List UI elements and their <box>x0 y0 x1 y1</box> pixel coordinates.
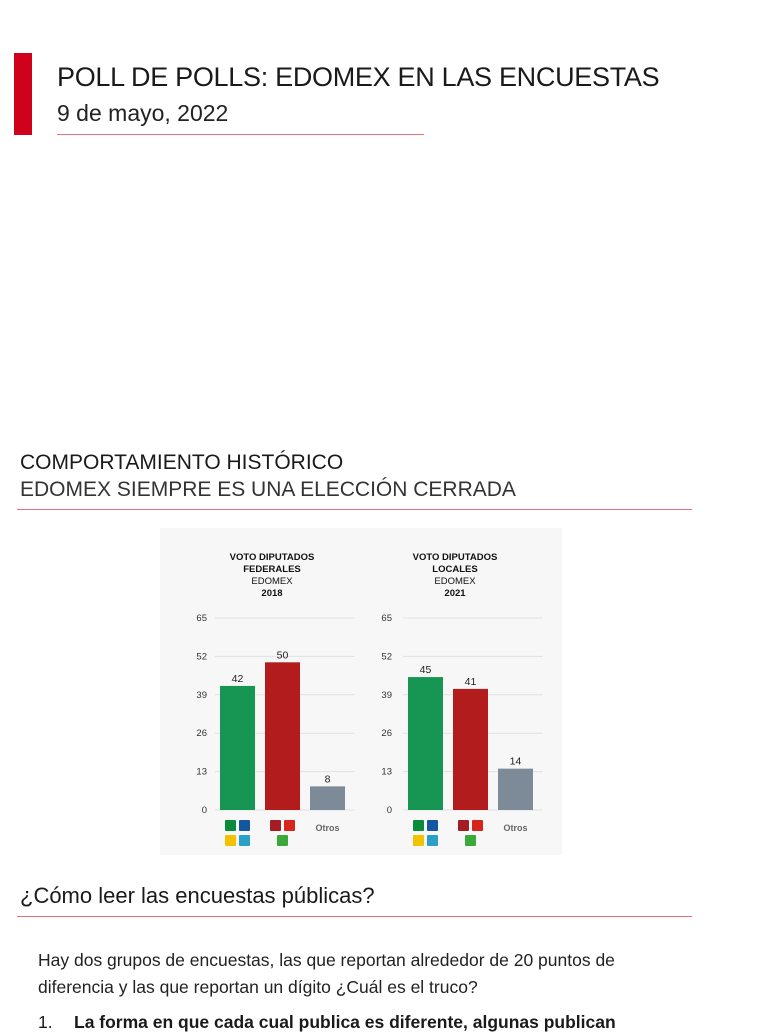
pt-logo-icon <box>284 820 295 831</box>
chart-2-y-tick: 52 <box>381 651 392 662</box>
pvem-logo-icon <box>465 835 476 846</box>
chart-2-bar-2 <box>453 688 488 810</box>
chart-2-category-label: Otros <box>503 823 527 833</box>
title-divider <box>57 134 424 135</box>
reading-heading: ¿Cómo leer las encuestas públicas? <box>20 883 375 908</box>
reading-intro: Hay dos grupos de encuestas, las que rep… <box>38 950 615 997</box>
chart-1-data-label: 42 <box>232 673 244 685</box>
chart-2-header: VOTO DIPUTADOS LOCALES EDOMEX 2021 <box>385 552 525 600</box>
chart-2-data-label: 41 <box>465 676 477 688</box>
prd-logo-icon <box>225 835 236 846</box>
prd-logo-icon <box>413 835 424 846</box>
chart-1-y-tick: 13 <box>196 767 207 778</box>
page-title: POLL DE POLLS: EDOMEX EN LAS ENCUESTAS <box>57 62 660 92</box>
chart-1-title-line-2: FEDERALES <box>243 564 301 575</box>
chart-2-data-label: 45 <box>420 664 432 676</box>
chart-2-data-label: 14 <box>510 756 522 768</box>
list-item-number: 1. <box>38 1012 53 1032</box>
list-item-text: La forma en que cada cual publica es dif… <box>74 1012 616 1032</box>
chart-2-bar-3 <box>498 768 533 810</box>
chart-2-year: 2021 <box>444 588 466 599</box>
page-date: 9 de mayo, 2022 <box>57 100 229 126</box>
morena-logo-icon <box>458 820 469 831</box>
chart-2-y-tick: 26 <box>381 728 392 739</box>
chart-1-data-label: 8 <box>325 773 331 785</box>
chart-1-year: 2018 <box>261 588 283 599</box>
morena-logo-icon <box>270 820 281 831</box>
chart-2-title-line-1: VOTO DIPUTADOS <box>412 552 498 563</box>
chart-1-data-label: 50 <box>277 649 289 661</box>
pri-logo-icon <box>413 820 424 831</box>
chart-2-y-tick: 65 <box>381 613 392 624</box>
pri-logo-icon <box>225 820 236 831</box>
chart-1-y-tick: 0 <box>202 805 207 816</box>
chart-1-y-tick: 52 <box>196 651 207 662</box>
chart-2-subtitle: EDOMEX <box>434 576 476 587</box>
chart-1-subtitle: EDOMEX <box>251 576 293 587</box>
chart-2-y-tick: 0 <box>387 805 392 816</box>
pan-logo-icon <box>239 820 250 831</box>
chart-1-bar-1 <box>220 685 255 810</box>
section-title: COMPORTAMIENTO HISTÓRICO <box>20 451 344 474</box>
chart-2-y-tick: 13 <box>381 767 392 778</box>
pvem-logo-icon <box>277 835 288 846</box>
section-divider <box>17 509 692 510</box>
title-accent-bar <box>14 53 32 135</box>
mc-logo-icon <box>427 835 438 846</box>
chart-1-category-label: Otros <box>315 823 339 833</box>
reading-divider <box>17 916 692 917</box>
pan-logo-icon <box>427 820 438 831</box>
section-subtitle: EDOMEX SIEMPRE ES UNA ELECCIÓN CERRADA <box>20 478 516 501</box>
list-item: 1. La forma en que cada cual publica es d… <box>38 1012 718 1033</box>
chart-1-title-line-1: VOTO DIPUTADOS <box>229 552 315 563</box>
chart-2-y-tick: 39 <box>381 690 392 701</box>
bar-charts: 0 13 26 39 52 65 42 50 8 Otros 0 13 26 39 52 65 45 41 14 Ot… <box>196 613 543 846</box>
chart-1-header: VOTO DIPUTADOS FEDERALES EDOMEX 2018 <box>202 552 342 600</box>
chart-1-y-tick: 39 <box>196 690 207 701</box>
mc-logo-icon <box>239 835 250 846</box>
chart-2-title-line-2: LOCALES <box>432 564 478 575</box>
chart-1-y-tick: 65 <box>196 613 207 624</box>
charts-panel: VOTO DIPUTADOS FEDERALES EDOMEX 2018 VOT… <box>160 528 562 855</box>
pt-logo-icon <box>472 820 483 831</box>
chart-1-bar-3 <box>310 786 345 810</box>
chart-1-bar-2 <box>265 662 300 810</box>
chart-1-y-tick: 26 <box>196 728 207 739</box>
chart-2-bar-1 <box>408 677 443 810</box>
